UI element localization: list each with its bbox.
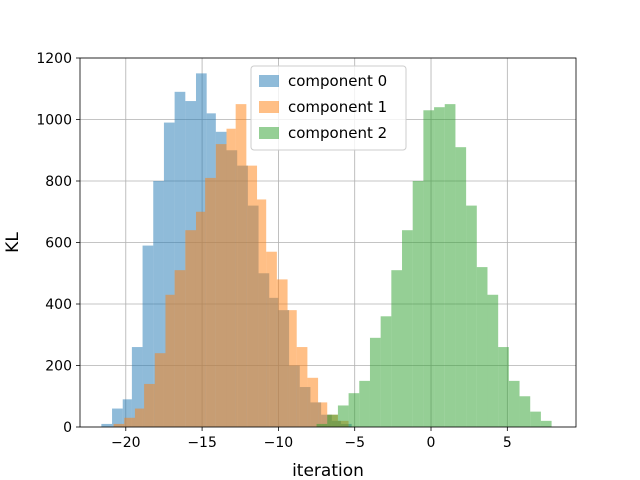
histogram-bar	[113, 423, 125, 427]
histogram-bar	[348, 393, 360, 427]
histogram-bar	[296, 347, 308, 427]
histogram-bar	[487, 294, 499, 427]
x-tick-label: −10	[264, 435, 294, 451]
histogram-bar	[540, 420, 552, 427]
histogram-bar	[327, 414, 338, 427]
legend-swatch	[259, 101, 279, 113]
series-1-bars	[113, 104, 349, 427]
y-tick-label: 200	[45, 359, 72, 375]
axis-ticks: −20 −15 −10 −5 0 5 0 200 400 600 800 1000 1200	[36, 51, 511, 451]
histogram-bar	[508, 380, 520, 427]
histogram-bar	[142, 245, 154, 427]
histogram-bar	[174, 270, 186, 427]
histogram-bar	[444, 104, 456, 427]
histogram-bar	[131, 347, 143, 427]
histogram-bar	[122, 399, 132, 427]
histogram-bar	[530, 411, 541, 427]
x-tick-label: 5	[503, 435, 512, 451]
histogram-bar	[215, 144, 227, 427]
histogram-bar	[276, 279, 288, 427]
y-tick-label: 1000	[36, 113, 72, 129]
histogram-bar	[163, 122, 175, 427]
histogram-bar	[519, 396, 531, 427]
histogram-bar	[316, 423, 328, 427]
x-tick-label: −15	[187, 435, 217, 451]
x-axis-label: iteration	[292, 461, 364, 480]
legend-swatch	[259, 75, 279, 87]
histogram-bar	[257, 199, 267, 427]
histogram-bar	[195, 211, 206, 427]
histogram-bar	[307, 377, 319, 427]
histogram-bar	[412, 181, 424, 427]
histogram-bar	[154, 353, 166, 427]
histogram-bar	[391, 270, 403, 427]
legend-label: component 2	[288, 124, 387, 142]
histogram-bar	[144, 383, 155, 427]
legend-label: component 0	[288, 72, 387, 90]
legend-label: component 1	[288, 98, 387, 116]
legend-swatch	[259, 127, 279, 139]
legend: component 0 component 1 component 2	[250, 65, 407, 151]
histogram-bar	[402, 230, 413, 427]
histogram-bar	[235, 104, 247, 427]
histogram-bar	[498, 347, 509, 427]
histogram-bar	[226, 128, 236, 427]
histogram-bar	[423, 110, 435, 428]
y-tick-label: 600	[45, 236, 72, 252]
histogram-bar	[134, 408, 145, 427]
histogram-bar	[101, 423, 113, 427]
y-tick-label: 800	[45, 174, 72, 190]
y-tick-label: 1200	[36, 51, 72, 67]
histogram-bar	[112, 408, 123, 427]
histogram-bar	[124, 417, 135, 427]
histogram-bar	[455, 147, 467, 428]
histogram-bar	[205, 177, 216, 427]
histogram-bar	[246, 165, 258, 427]
histogram-bar	[466, 205, 477, 427]
x-tick-label: 0	[427, 435, 436, 451]
x-tick-label: −20	[111, 435, 141, 451]
legend-box	[250, 65, 407, 151]
histogram-bar	[185, 230, 196, 427]
histogram-bar	[318, 402, 328, 427]
histogram-bar	[174, 91, 186, 427]
histogram-bar	[380, 316, 392, 427]
histogram-bar	[369, 337, 381, 427]
x-tick-label: −5	[344, 435, 365, 451]
histogram-bar	[165, 294, 175, 427]
histogram-bar	[476, 267, 488, 427]
histogram-bar	[287, 310, 297, 427]
histogram-bar	[266, 251, 277, 427]
histogram-bar	[359, 380, 370, 427]
histogram-bar	[434, 107, 445, 427]
y-axis-label: KL	[3, 232, 23, 253]
histogram-bar	[337, 405, 349, 427]
histogram-bars	[101, 73, 552, 428]
y-tick-label: 400	[45, 297, 72, 313]
histogram-bar	[153, 181, 164, 427]
series-2-bars	[316, 104, 552, 428]
y-tick-label: 0	[63, 420, 72, 436]
